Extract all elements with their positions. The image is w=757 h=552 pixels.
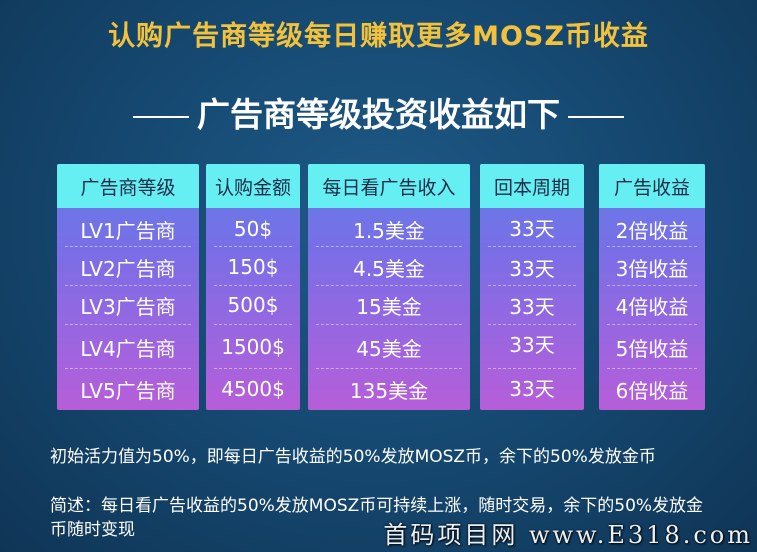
left-dash-divider: [133, 115, 189, 118]
row-divider: [607, 246, 697, 248]
column-level: 广告商等级 LV1广告商 LV2广告商 LV3广告商 LV4广告商 LV5广告商: [57, 164, 199, 410]
table-cell: 5倍收益: [615, 336, 689, 361]
row-divider: [316, 285, 462, 287]
note-initial-vitality: 初始活力值为50%，即每日广告收益的50%发放MOSZ币，余下的50%发放金币: [50, 447, 656, 467]
row-divider: [214, 368, 292, 370]
note-summary: 简述：每日看广告收益的50%发放MOSZ币可持续上涨，随时交易，余下的50%发放…: [50, 496, 704, 540]
table-cell: 135美金: [349, 378, 429, 403]
table-cell: 4.5美金: [353, 256, 425, 281]
column-amount: 认购金额 50$ 150$ 500$ 1500$ 4500$: [206, 164, 300, 410]
table-cell: 45美金: [356, 336, 422, 361]
table-cell: 1.5美金: [353, 218, 425, 243]
row-divider: [607, 324, 697, 326]
row-divider: [607, 285, 697, 287]
table-cell: 500$: [227, 293, 279, 317]
table-cell: 15美金: [356, 294, 422, 319]
row-divider: [65, 368, 191, 370]
table-cell: 4倍收益: [615, 294, 689, 319]
row-divider: [488, 368, 576, 370]
table-cell: LV1广告商: [80, 218, 176, 243]
row-divider: [65, 285, 191, 287]
right-dash-divider: [568, 115, 624, 118]
table-cell: LV2广告商: [80, 256, 176, 281]
row-divider: [65, 324, 191, 326]
table-cell: 2倍收益: [615, 218, 689, 243]
row-divider: [488, 246, 576, 248]
row-divider: [607, 368, 697, 370]
column-header: 每日看广告收入: [308, 164, 470, 208]
headline: 认购广告商等级每日赚取更多MOSZ币收益: [108, 21, 649, 52]
table-cell: LV5广告商: [80, 378, 176, 403]
subheading-text: 广告商等级投资收益如下: [197, 95, 560, 134]
row-divider: [214, 285, 292, 287]
column-header: 认购金额: [206, 164, 300, 208]
row-divider: [214, 324, 292, 326]
table-cell: 6倍收益: [615, 378, 689, 403]
row-divider: [488, 285, 576, 287]
row-divider: [316, 246, 462, 248]
watermark: 首码项目网 www.E318.com: [383, 521, 753, 549]
row-divider: [65, 246, 191, 248]
table-cell: LV4广告商: [80, 336, 176, 361]
row-divider: [316, 324, 462, 326]
column-payback-period: 回本周期 33天 33天 33天 33天 33天: [480, 164, 584, 410]
table-cell: 3倍收益: [615, 256, 689, 281]
table-cell: 33天: [509, 332, 555, 357]
row-divider: [214, 246, 292, 248]
column-header: 广告商等级: [57, 164, 199, 208]
column-header: 回本周期: [480, 164, 584, 208]
table-cell: 33天: [509, 216, 555, 241]
table-cell: 1500$: [221, 335, 285, 359]
table-cell: 33天: [509, 256, 555, 281]
column-header: 广告收益: [599, 164, 705, 208]
subheading: 广告商等级投资收益如下: [0, 88, 757, 136]
table-cell: 33天: [509, 294, 555, 319]
table-cell: 150$: [227, 255, 279, 279]
table-cell: 50$: [233, 217, 273, 241]
column-daily-income: 每日看广告收入 1.5美金 4.5美金 15美金 45美金 135美金: [308, 164, 470, 410]
column-ad-revenue: 广告收益 2倍收益 3倍收益 4倍收益 5倍收益 6倍收益: [599, 164, 705, 410]
table-cell: 4500$: [221, 377, 285, 401]
table-cell: 33天: [509, 376, 555, 401]
row-divider: [316, 368, 462, 370]
table-cell: LV3广告商: [80, 294, 176, 319]
row-divider: [488, 324, 576, 326]
